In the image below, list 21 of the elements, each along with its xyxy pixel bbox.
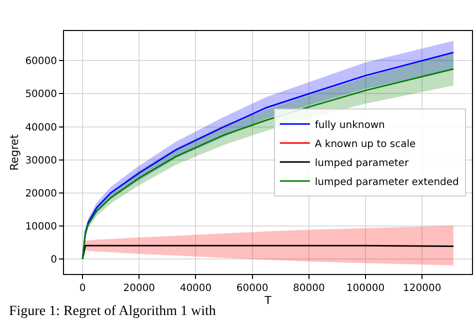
legend-label: A known up to scale: [314, 138, 416, 150]
x-tick-label: 20000: [123, 283, 156, 294]
legend-label: lumped parameter: [314, 158, 410, 169]
legend-label: lumped parameter extended: [314, 176, 459, 188]
y-tick-label: 20000: [25, 188, 57, 200]
x-tick-label: 100000: [346, 283, 385, 294]
x-tick-label: 120000: [403, 283, 442, 294]
x-tick-label: 40000: [180, 283, 212, 294]
x-tick-label: 60000: [236, 283, 268, 294]
y-tick-label: 40000: [25, 122, 57, 134]
legend-label: fully unknown: [314, 120, 385, 131]
x-tick-label: 80000: [293, 283, 325, 294]
x-tick-label: 0: [79, 283, 86, 294]
y-axis-title: Regret: [8, 134, 21, 171]
y-tick-label: 10000: [25, 221, 57, 232]
x-axis-title: T: [264, 294, 272, 307]
y-tick-label: 0: [50, 254, 57, 266]
y-tick-label: 30000: [25, 155, 57, 166]
y-tick-label: 50000: [25, 89, 57, 100]
y-tick-label: 60000: [25, 56, 57, 68]
caption: Figure 1: Regret of Algorithm 1 with: [9, 304, 216, 319]
